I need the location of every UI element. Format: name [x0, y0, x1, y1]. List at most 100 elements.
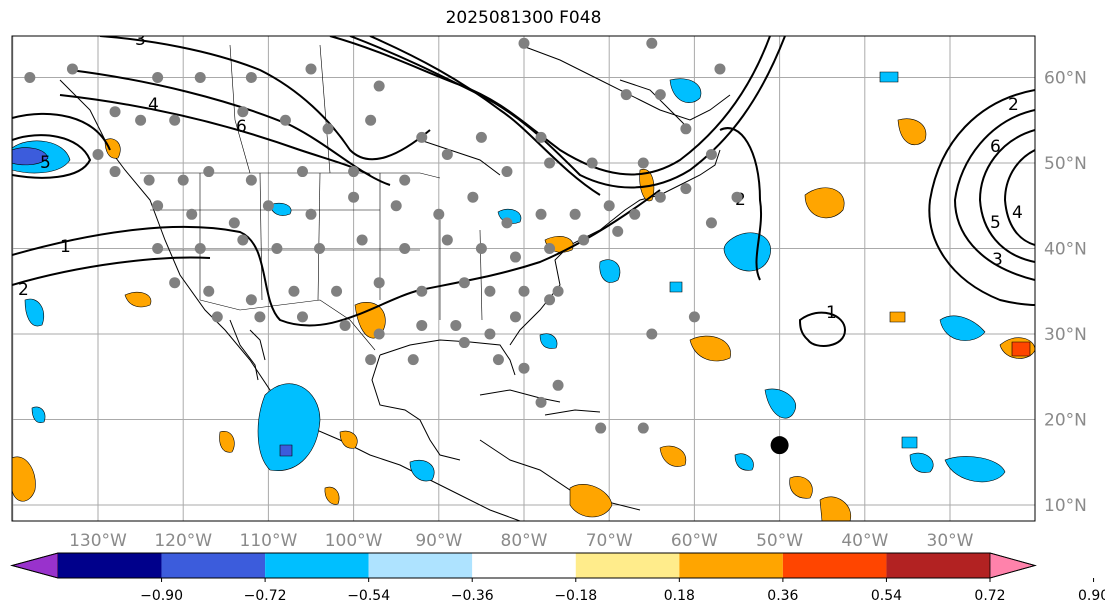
station-dot: [484, 285, 496, 297]
station-dot: [339, 319, 351, 331]
station-dot: [271, 243, 283, 254]
station-dot: [407, 354, 419, 366]
latitude-label: 10°N: [1044, 496, 1087, 516]
station-dot: [143, 174, 155, 186]
longitude-label: 40°W: [841, 531, 888, 551]
station-dot: [279, 114, 291, 126]
station-dot: [348, 166, 360, 178]
colorbar-tick-label: 0.36: [767, 588, 798, 604]
longitude-label: 80°W: [501, 531, 548, 551]
station-dot: [186, 208, 198, 220]
station-dot: [92, 148, 104, 160]
station-dot: [245, 72, 257, 83]
colorbar-segment: [58, 553, 162, 578]
station-dot: [237, 234, 249, 246]
station-dot: [288, 285, 300, 297]
station-dot: [467, 191, 479, 203]
station-dot: [654, 191, 666, 203]
station-dot: [152, 72, 164, 83]
colorbar-tick-label: −0.90: [140, 588, 183, 604]
station-dot: [603, 200, 615, 212]
station-dot: [254, 311, 266, 323]
station-dot: [322, 123, 334, 135]
station-dot: [314, 243, 326, 254]
station-dot: [569, 208, 581, 220]
station-dot: [518, 362, 530, 374]
station-dot: [373, 328, 385, 340]
map-title: 2025081300 F048: [445, 8, 602, 28]
latitude-label: 40°N: [1044, 240, 1087, 260]
colorbar: [10, 552, 1037, 579]
station-dot: [245, 294, 257, 306]
station-dot: [262, 200, 274, 212]
map-frame: [11, 35, 1036, 522]
station-dot: [228, 217, 240, 229]
station-dot: [535, 208, 547, 220]
contour-label-4b: 4: [1012, 203, 1023, 223]
station-dot: [680, 183, 692, 195]
station-dot: [245, 174, 257, 186]
station-dot: [544, 157, 556, 169]
colorbar-segment: [368, 553, 473, 578]
station-dot: [109, 106, 121, 118]
station-dot: [637, 157, 649, 169]
latitude-label: 50°N: [1044, 154, 1087, 174]
station-dot: [586, 157, 598, 169]
station-dot: [194, 72, 206, 83]
contour-label-3: 3: [135, 30, 146, 50]
longitude-label: 60°W: [671, 531, 718, 551]
station-dot: [518, 285, 530, 297]
station-dot: [441, 148, 453, 160]
colorbar-segment: [265, 553, 369, 578]
colorbar-tick-label: −0.36: [451, 588, 494, 604]
station-dot: [518, 37, 530, 49]
colorbar-outline: [10, 552, 1037, 579]
station-dot: [612, 225, 624, 237]
longitude-label: 120°W: [154, 531, 212, 551]
contour-label-3b: 3: [992, 250, 1003, 270]
gridlines: [12, 36, 1035, 521]
storm-marker: [770, 436, 789, 455]
station-dot: [731, 191, 743, 203]
station-dot: [416, 319, 428, 331]
station-dot: [348, 191, 360, 203]
station-dot: [509, 251, 521, 263]
longitude-label: 90°W: [415, 531, 462, 551]
station-dot: [501, 217, 513, 229]
contour-label-5b: 5: [990, 213, 1001, 233]
latitude-label: 20°N: [1044, 411, 1087, 431]
colorbar-segment: [782, 553, 887, 578]
station-dot: [356, 234, 368, 246]
station-dot: [331, 285, 343, 297]
station-dot: [135, 114, 147, 126]
longitude-label: 100°W: [325, 531, 383, 551]
station-dot: [552, 285, 564, 297]
colorbar-segment: [886, 553, 990, 578]
station-dot: [152, 200, 164, 212]
colorbar-segment: [679, 553, 783, 578]
station-dot: [390, 200, 402, 212]
contour-label-5: 5: [40, 153, 51, 173]
contour-label-6b: 6: [990, 137, 1001, 157]
colorbar-tick-label: 0.90: [1078, 588, 1105, 604]
station-dot: [654, 89, 666, 101]
station-dot: [399, 243, 411, 254]
station-dot: [373, 80, 385, 92]
shaded-anomalies: [12, 71, 1035, 521]
contour-label-1: 1: [60, 237, 71, 257]
station-dot: [544, 294, 556, 306]
contour-label-1b: 1: [826, 303, 837, 323]
station-dot: [484, 328, 496, 340]
colorbar-tick-label: −0.72: [244, 588, 287, 604]
colorbar-tick-label: −0.54: [347, 588, 390, 604]
contour-label-6: 6: [236, 117, 247, 137]
latitude-label: 60°N: [1044, 69, 1087, 89]
station-dot: [24, 72, 36, 83]
colorbar-segment: [575, 553, 680, 578]
station-dot: [535, 131, 547, 143]
longitude-label: 110°W: [240, 531, 298, 551]
station-dot: [169, 277, 181, 289]
colorbar-tick-label: −0.18: [554, 588, 597, 604]
station-dot: [509, 311, 521, 323]
